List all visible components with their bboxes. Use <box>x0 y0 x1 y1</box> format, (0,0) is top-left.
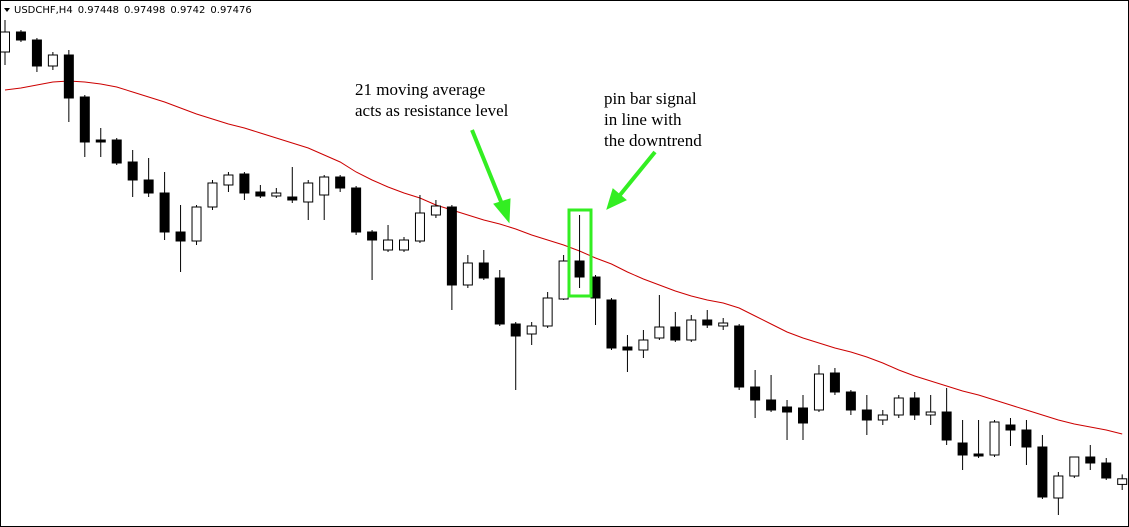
candle-body <box>303 182 314 203</box>
candle-body <box>175 231 186 242</box>
arrow-shaft <box>618 150 657 197</box>
candle-body <box>95 139 106 143</box>
header: USDCHF,H4 0.97448 0.97498 0.9742 0.97476 <box>14 5 252 16</box>
candle-body <box>798 407 808 424</box>
annotation: in line with <box>604 110 682 129</box>
candle-body <box>973 453 984 457</box>
menu-triangle[interactable] <box>4 8 10 12</box>
candle-body <box>526 325 537 335</box>
open-value: 0.97448 <box>78 5 119 16</box>
candle-body <box>31 39 42 67</box>
candle-body <box>702 319 713 326</box>
candle-body <box>542 297 553 327</box>
candle-body <box>766 399 777 411</box>
annotation: pin bar signal <box>604 89 697 108</box>
candle-body <box>462 262 473 286</box>
candle-body <box>638 339 649 351</box>
candle-body <box>63 54 74 99</box>
candle-body <box>622 346 633 351</box>
candle-body <box>367 231 378 241</box>
candle-body <box>750 386 761 401</box>
close-value: 0.97476 <box>210 5 251 16</box>
low-value: 0.9742 <box>170 5 205 16</box>
candle-body <box>414 212 425 242</box>
candle-body <box>79 96 90 143</box>
annotation: the downtrend <box>604 131 702 150</box>
candle-body <box>494 277 505 325</box>
candle-body <box>1005 424 1016 431</box>
candle-body <box>686 319 697 341</box>
annotation: acts as resistance level <box>355 101 509 120</box>
candle-body <box>734 325 745 388</box>
candle-body <box>47 54 58 67</box>
pin-bar-highlight <box>567 208 593 298</box>
candle-body <box>15 31 26 41</box>
candle-body <box>877 414 888 421</box>
candle-body <box>127 161 138 181</box>
candle-body <box>813 373 824 411</box>
candle-body <box>957 442 968 456</box>
candle-body <box>909 397 920 416</box>
candle-body <box>239 173 250 194</box>
candle-body <box>207 182 218 208</box>
symbol: USDCHF,H4 <box>14 5 73 16</box>
candle-body <box>1101 462 1112 479</box>
candle-body <box>255 191 266 197</box>
candle-body <box>430 205 441 216</box>
candle-body <box>606 299 617 349</box>
arrows <box>470 129 657 224</box>
candle-body <box>223 174 234 186</box>
candle-body <box>287 196 298 201</box>
arrow-head <box>606 188 627 210</box>
candle-body <box>159 192 170 233</box>
candle-body <box>191 206 202 242</box>
candle-body <box>351 187 362 233</box>
candle-body <box>941 411 952 441</box>
candle-body <box>1053 475 1064 499</box>
arrow-head <box>493 198 511 224</box>
candle-body <box>829 372 840 393</box>
candle-body <box>510 323 521 337</box>
candle-body <box>1021 429 1032 448</box>
candle-body <box>845 391 856 411</box>
candle-body <box>782 406 793 413</box>
candle-body <box>399 239 409 251</box>
candle-body <box>670 326 681 341</box>
annotation: 21 moving average <box>355 80 485 99</box>
candle-body <box>654 326 665 339</box>
candle-body <box>383 239 394 251</box>
candle-body <box>1037 446 1048 498</box>
candle-body <box>861 409 872 421</box>
candle-body <box>478 262 489 279</box>
candle-body <box>143 179 154 194</box>
candle-body <box>271 192 282 197</box>
candle-body <box>558 260 569 300</box>
candle-body <box>446 206 457 286</box>
candle-body <box>111 139 122 164</box>
candle-body <box>335 176 346 189</box>
candle-body <box>893 397 904 416</box>
candle-body <box>1085 456 1096 464</box>
candle-body <box>989 421 1000 456</box>
candle-body <box>1117 478 1128 485</box>
arrow-shaft <box>470 129 504 205</box>
candle-body <box>0 31 10 53</box>
candle-body <box>925 411 936 416</box>
candle-body <box>574 260 585 278</box>
candle-body <box>718 322 729 327</box>
candle-body <box>1069 456 1080 477</box>
plot <box>0 20 1128 515</box>
candle-body <box>319 176 330 196</box>
high-value: 0.97498 <box>124 5 165 16</box>
moving-average <box>4 80 1123 435</box>
